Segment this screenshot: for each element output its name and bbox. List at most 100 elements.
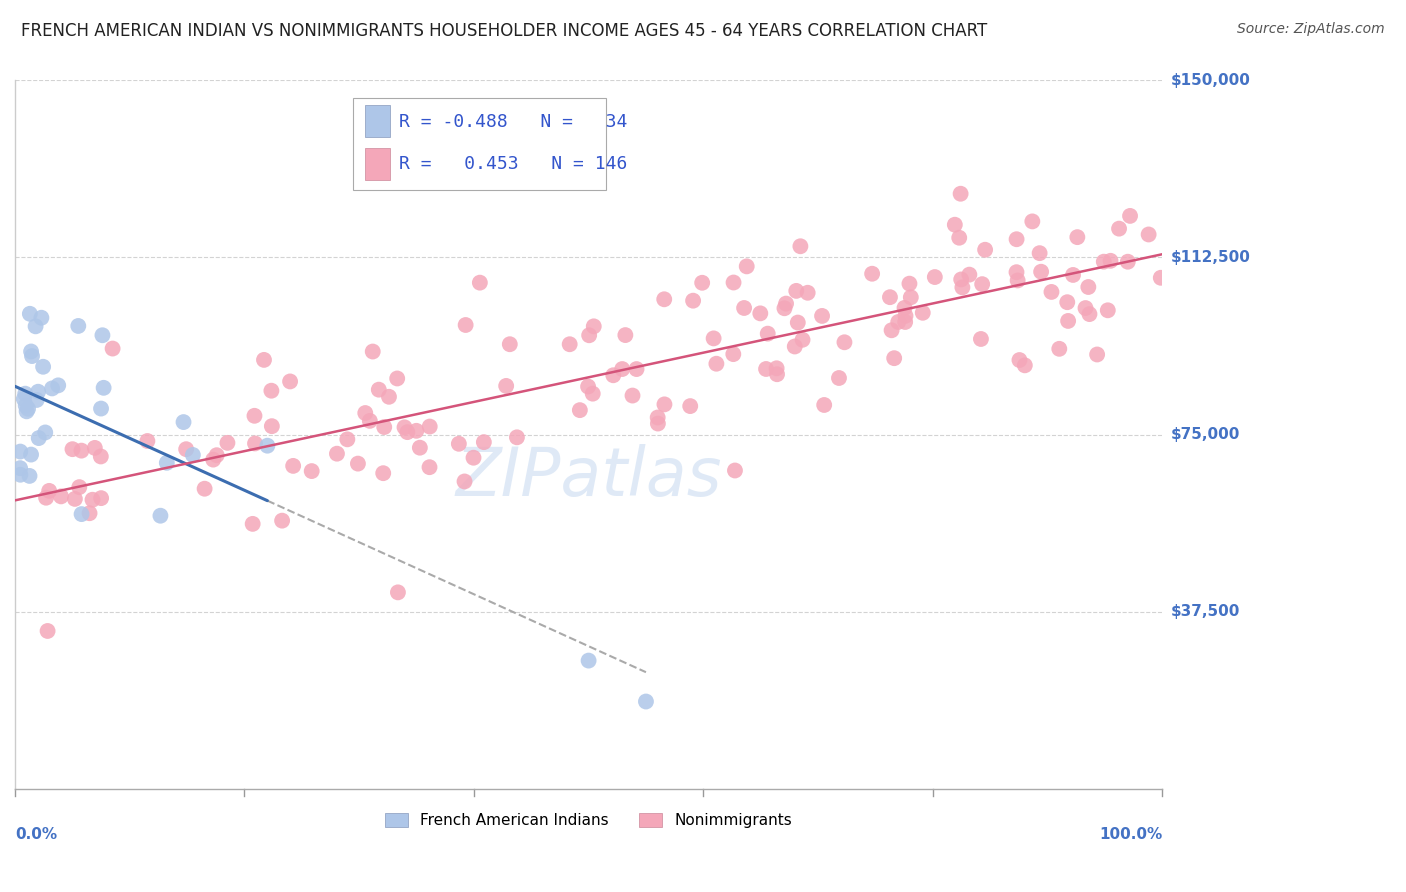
- Point: [690, 276, 713, 290]
- Point: [354, 406, 377, 420]
- Point: [766, 368, 789, 382]
- Point: [20, 448, 42, 462]
- Point: [626, 362, 648, 376]
- Point: [217, 435, 239, 450]
- Point: [24, 319, 46, 334]
- Point: [783, 339, 806, 353]
- Point: [634, 694, 657, 708]
- Point: [326, 447, 349, 461]
- Text: 100.0%: 100.0%: [1099, 828, 1163, 842]
- Point: [860, 267, 883, 281]
- Point: [283, 458, 305, 473]
- Point: [894, 309, 917, 323]
- Point: [447, 437, 470, 451]
- Point: [1029, 265, 1052, 279]
- Point: [1040, 285, 1063, 299]
- Point: [883, 351, 905, 366]
- Point: [41, 381, 63, 395]
- Point: [260, 384, 283, 398]
- Point: [419, 419, 441, 434]
- Point: [582, 319, 605, 334]
- Point: [378, 390, 401, 404]
- Point: [49, 489, 72, 503]
- Point: [90, 450, 112, 464]
- Point: [83, 441, 105, 455]
- Point: [21, 349, 44, 363]
- Point: [495, 379, 517, 393]
- Point: [156, 456, 179, 470]
- Point: [621, 388, 644, 402]
- Point: [418, 460, 440, 475]
- Point: [1047, 342, 1070, 356]
- Point: [786, 316, 808, 330]
- Point: [463, 450, 485, 465]
- Point: [409, 441, 432, 455]
- Point: [578, 328, 600, 343]
- Point: [173, 415, 195, 429]
- Point: [578, 654, 600, 668]
- Point: [454, 318, 477, 332]
- Point: [1066, 230, 1088, 244]
- Point: [101, 342, 124, 356]
- Point: [1108, 221, 1130, 235]
- Text: FRENCH AMERICAN INDIAN VS NONIMMIGRANTS HOUSEHOLDER INCOME AGES 45 - 64 YEARS CO: FRENCH AMERICAN INDIAN VS NONIMMIGRANTS …: [21, 22, 987, 40]
- Point: [181, 448, 204, 462]
- Point: [18, 307, 41, 321]
- Point: [1005, 265, 1028, 279]
- Point: [813, 398, 835, 412]
- Point: [796, 285, 818, 300]
- Point: [1028, 246, 1050, 260]
- Point: [775, 296, 797, 310]
- Point: [880, 323, 903, 337]
- Point: [558, 337, 581, 351]
- FancyBboxPatch shape: [366, 148, 389, 179]
- Point: [723, 276, 745, 290]
- Point: [93, 381, 115, 395]
- Point: [749, 306, 772, 320]
- Point: [682, 293, 704, 308]
- Point: [30, 310, 52, 325]
- Point: [387, 371, 409, 385]
- Point: [893, 301, 915, 315]
- Point: [1021, 214, 1043, 228]
- Text: ZIPatlas: ZIPatlas: [456, 444, 721, 510]
- Point: [834, 335, 856, 350]
- Point: [301, 464, 323, 478]
- Point: [602, 368, 624, 383]
- Point: [367, 383, 389, 397]
- Point: [652, 293, 675, 307]
- Point: [194, 482, 217, 496]
- Point: [373, 420, 395, 434]
- Text: 0.0%: 0.0%: [15, 828, 58, 842]
- Point: [90, 491, 112, 505]
- Point: [1007, 273, 1029, 287]
- Point: [149, 508, 172, 523]
- Point: [14, 399, 37, 413]
- Point: [468, 276, 491, 290]
- Point: [32, 359, 55, 374]
- Point: [506, 430, 529, 444]
- Point: [1116, 254, 1139, 268]
- Point: [1056, 295, 1078, 310]
- Point: [79, 506, 101, 520]
- Point: [706, 357, 728, 371]
- Point: [8, 444, 31, 458]
- Point: [1150, 270, 1173, 285]
- Point: [387, 585, 409, 599]
- Point: [38, 483, 60, 498]
- Point: [894, 315, 917, 329]
- Point: [37, 624, 59, 638]
- Point: [612, 362, 634, 376]
- Point: [647, 410, 669, 425]
- FancyBboxPatch shape: [366, 105, 389, 137]
- Point: [13, 392, 35, 406]
- Point: [46, 378, 69, 392]
- Point: [174, 442, 197, 457]
- Point: [785, 284, 807, 298]
- Point: [943, 218, 966, 232]
- Text: $150,000: $150,000: [1171, 73, 1250, 88]
- Point: [336, 433, 359, 447]
- Point: [63, 491, 86, 506]
- Point: [1074, 301, 1097, 315]
- Text: $112,500: $112,500: [1171, 250, 1250, 265]
